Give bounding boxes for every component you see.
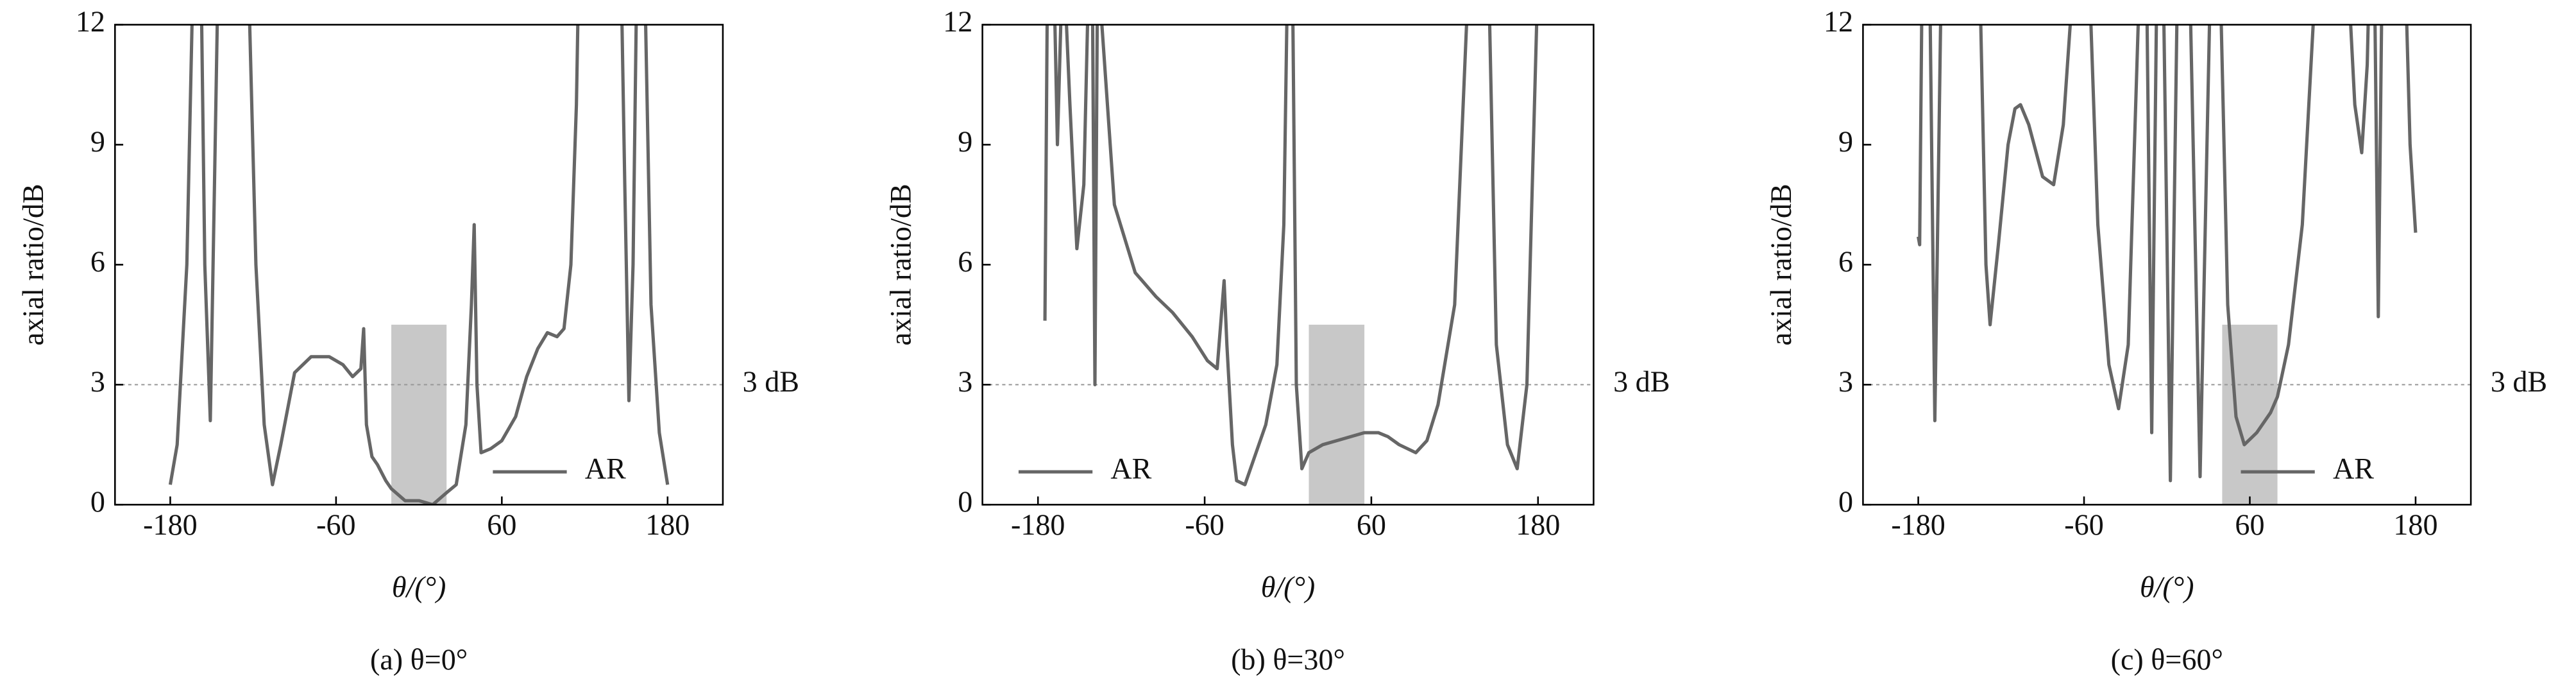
reference-label: 3 dB [2491,365,2547,398]
y-tick-label: 0 [90,485,105,518]
x-tick-label: 180 [2393,508,2437,541]
y-tick-label: 3 [1838,365,1853,398]
y-tick-label: 6 [1838,245,1853,278]
data-line [1917,24,2418,483]
y-tick-label: 9 [90,125,105,158]
x-tick-label: 180 [1516,508,1560,541]
highlight-region [1309,324,1365,505]
y-tick-label: 12 [943,5,972,38]
y-tick-label: 6 [958,245,972,278]
x-tick-label: -180 [1891,508,1945,541]
highlight-region [391,324,447,505]
legend-label: AR [585,452,626,485]
y-tick-label: 0 [958,485,972,518]
caption: (b) θ=30° [1231,643,1345,676]
plot-frame [981,24,1595,506]
x-tick-label: 60 [487,508,516,541]
reference-label: 3 dB [743,365,799,398]
x-tick-label: 60 [2235,508,2264,541]
x-axis-label: θ/(°) [1261,571,1316,603]
y-tick-label: 0 [1838,485,1853,518]
y-axis-label: axial ratio/dB [1765,184,1797,345]
x-tick-label: -180 [143,508,198,541]
x-axis-label: θ/(°) [2140,571,2194,603]
legend-label: AR [1110,452,1151,485]
x-tick-label: 180 [645,508,690,541]
y-tick-label: 9 [1838,125,1853,158]
y-tick-label: 3 [90,365,105,398]
y-tick-label: 12 [1824,5,1853,38]
reference-label: 3 dB [1613,365,1670,398]
x-axis-label: θ/(°) [392,571,446,603]
data-line [168,24,670,505]
y-tick-label: 12 [76,5,105,38]
x-tick-label: -180 [1011,508,1065,541]
data-line [1043,24,1539,486]
y-axis-label: axial ratio/dB [17,184,49,345]
y-tick-label: 9 [958,125,972,158]
y-tick-label: 3 [958,365,972,398]
x-tick-label: -60 [1185,508,1224,541]
y-axis-label: axial ratio/dB [884,184,917,345]
caption: (c) θ=60° [2111,643,2223,676]
x-tick-label: -60 [316,508,355,541]
caption: (a) θ=0° [370,643,468,676]
y-tick-label: 6 [90,245,105,278]
legend-label: AR [2333,452,2374,485]
x-tick-label: -60 [2064,508,2103,541]
x-tick-label: 60 [1357,508,1386,541]
